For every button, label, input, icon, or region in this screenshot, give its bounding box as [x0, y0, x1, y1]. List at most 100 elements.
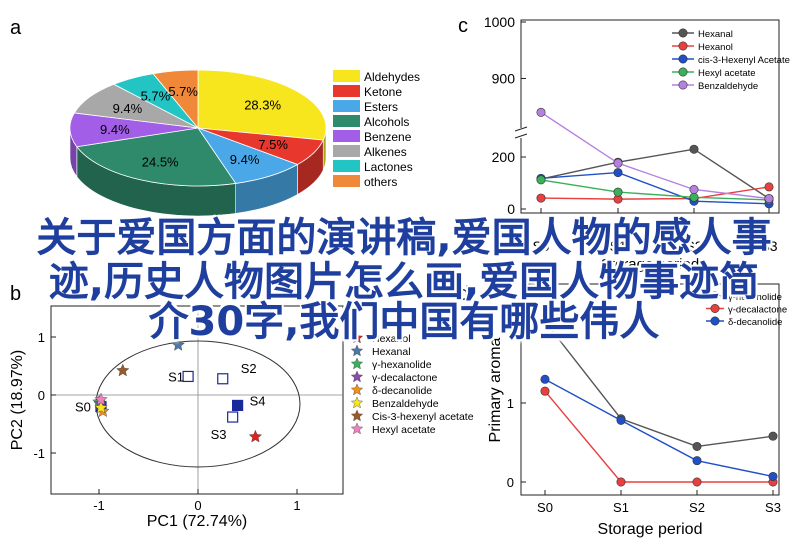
pie-slice-aldehydes — [197, 69, 327, 141]
legend-swatch-aldehydes — [333, 70, 360, 82]
legend-swatch-alkenes — [333, 145, 360, 157]
chart-c-plot — [536, 107, 774, 209]
chart-c-point — [613, 158, 623, 168]
pie-slice-label: 5.7% — [141, 89, 171, 104]
chart-c-axis-break — [514, 126, 528, 139]
chart-d-point — [692, 441, 702, 451]
chart-b-variable-star — [116, 363, 130, 377]
chart-c-point — [613, 168, 623, 178]
chart-c-legend-label: Hexanol — [698, 42, 733, 53]
pie-slice-benzene — [69, 112, 199, 148]
chart-c-legend-marker — [678, 28, 688, 38]
chart-d-xtick-label: S0 — [537, 500, 553, 515]
legend-label-ketone: Ketone — [364, 85, 402, 99]
pie-chart: 28.3%7.5%9.4%24.5%9.4%9.4%5.7%5.7% — [69, 69, 327, 217]
chart-d-line-1 — [544, 390, 773, 483]
legend-label-alkenes: Alkenes — [364, 145, 407, 159]
chart-b-xtick-label: 1 — [293, 498, 300, 513]
chart-b-ylabel: PC2 (18.97%) — [9, 350, 26, 451]
chart-c-xtick-label: S3 — [760, 238, 777, 254]
chart-c-axes: Storage period 0 200 900 1000 S0 S1 S2 S3 — [484, 14, 780, 273]
chart-c-line-1 — [540, 186, 770, 200]
chart-c-legend-marker — [678, 54, 688, 64]
chart-b-ytick-label: 1 — [38, 330, 45, 345]
chart-d-xlabel: Storage period — [598, 521, 703, 538]
chart-c-point — [536, 175, 546, 185]
chart-b-frame — [50, 305, 344, 495]
chart-b-legend-star — [350, 331, 364, 344]
chart-d-axes: Primary aroma Storage period 0 1 2 S0 S1 S2 S3 — [487, 283, 781, 538]
chart-c-point — [536, 107, 546, 117]
chart-c-frame — [520, 19, 780, 214]
chart-d-point — [768, 431, 778, 441]
panel-label-c: c — [458, 15, 468, 37]
chart-d-point — [540, 374, 550, 384]
chart-c-point — [689, 192, 699, 202]
chart-b-xtick-label: 0 — [194, 498, 201, 513]
chart-c-point — [536, 193, 546, 203]
chart-d-point — [540, 386, 550, 396]
chart-c-legend-label: cis-3-Hexenyl Acetate — [698, 55, 790, 66]
chart-d-xtick-label: S1 — [613, 500, 629, 515]
chart-c-ytick-label: 200 — [492, 149, 516, 165]
chart-b-legend-label: Hexyl acetate — [372, 424, 436, 436]
chart-c-legend-marker — [678, 41, 688, 51]
chart-d-point — [616, 415, 626, 425]
chart-b-legend-label: Hexanal — [372, 346, 411, 358]
chart-c-point — [764, 194, 774, 204]
chart-c-line-4 — [540, 111, 770, 200]
panel-label-b: b — [10, 283, 21, 305]
chart-b-legend-label: Benzaldehyde — [372, 398, 439, 410]
legend-swatch-lactones — [333, 160, 360, 172]
chart-d-line-2 — [544, 378, 774, 478]
chart-c-line-3 — [540, 179, 770, 201]
chart-d-ytick-label: 1 — [507, 396, 514, 411]
chart-b-legend-star — [350, 357, 364, 370]
chart-d-xtick-label: S2 — [689, 500, 705, 515]
pie-slice-label: 9.4% — [230, 152, 260, 167]
chart-c-point — [689, 144, 699, 154]
chart-b-sample-label: S0 — [75, 400, 91, 415]
overlay-title-line-3: 介30字,我们中国有哪些伟人 — [148, 299, 660, 345]
legend-label-esters: Esters — [364, 100, 398, 114]
panel-label-d: d — [458, 283, 469, 305]
chart-b-xtick-label: -1 — [93, 498, 105, 513]
chart-c-legend-marker — [678, 80, 688, 90]
chart-d-ylabel: Primary aroma — [487, 337, 504, 442]
chart-b-plot: S0 S1 S2 S3 S4 — [75, 338, 301, 468]
pie-slice-label: 9.4% — [100, 122, 130, 137]
chart-b-legend-star — [350, 422, 364, 435]
chart-b-legend-label: γ-hexanolide — [372, 359, 432, 371]
chart-b-legend-star — [350, 409, 364, 422]
legend-label-benzene: Benzene — [364, 130, 412, 144]
chart-b-sample-label: S1 — [168, 369, 184, 384]
chart-b-sample-s1 — [182, 370, 194, 383]
legend-swatch-others — [333, 175, 360, 187]
chart-b-legend-label: γ-decalactone — [372, 372, 438, 384]
chart-d-point — [540, 317, 550, 327]
chart-b-sample-s3 — [227, 411, 239, 423]
chart-c-point — [764, 182, 774, 192]
legend-label-others: others — [364, 175, 397, 189]
overlay-title-line-2: 迹,历史人物图片怎么画,爱国人物事迹简 — [48, 259, 760, 305]
pie-slice-label: 7.5% — [258, 137, 288, 152]
pie-slice-alkenes — [73, 83, 199, 129]
chart-d-legend-label: γ-decalactone — [728, 305, 787, 316]
pie-slice-label: 24.5% — [142, 155, 179, 170]
legend-swatch-benzene — [333, 130, 360, 142]
chart-b-legend-star — [350, 383, 364, 396]
chart-d-point — [616, 477, 626, 487]
chart-b-variable-star — [94, 392, 108, 406]
chart-c-axis-break-mask — [515, 128, 527, 138]
chart-b-xlabel: PC1 (72.74%) — [147, 513, 248, 530]
chart-c-xtick-label: S1 — [609, 238, 626, 254]
chart-b-ytick-label: -1 — [33, 446, 45, 461]
chart-b-sample-label: S4 — [250, 393, 266, 408]
chart-d-legend-marker — [710, 316, 720, 326]
chart-b-sample-s2 — [217, 373, 229, 385]
chart-c-line-0 — [540, 148, 770, 200]
pie-slice-label: 9.4% — [113, 101, 143, 116]
legend-swatch-alcohols — [333, 115, 360, 127]
